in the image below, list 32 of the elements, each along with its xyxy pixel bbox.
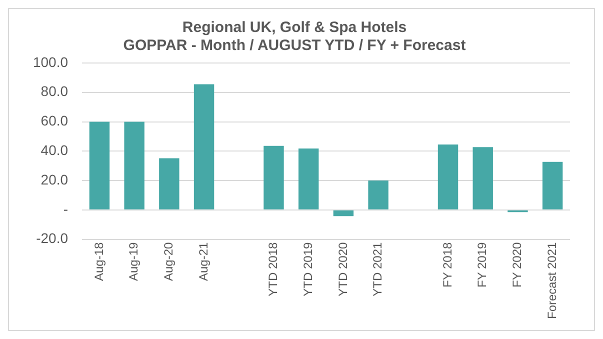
x-tick-label: FY 2018 xyxy=(440,242,454,288)
y-tick-label: 60.0 xyxy=(40,112,68,129)
x-tick-label: FY 2020 xyxy=(510,242,524,288)
bar xyxy=(438,144,458,210)
bar xyxy=(159,158,180,210)
bar xyxy=(89,122,110,210)
x-tick-label: Aug-19 xyxy=(126,242,141,281)
chart-subtitle: GOPPAR - Month / AUGUST YTD / FY + Forecast xyxy=(123,37,466,54)
bar xyxy=(194,84,214,210)
bar xyxy=(472,147,493,210)
x-tick-label: YTD 2021 xyxy=(370,242,385,296)
x-tick-label: Aug-18 xyxy=(92,242,106,281)
y-tick-label: 80.0 xyxy=(40,83,68,100)
y-tick-label: -20.0 xyxy=(36,230,68,246)
x-tick-label: YTD 2019 xyxy=(300,242,315,296)
x-tick-label: Forecast 2021 xyxy=(544,242,559,320)
y-tick-label: - xyxy=(63,200,68,217)
bar xyxy=(368,180,388,210)
bar xyxy=(298,148,319,210)
x-tick-label: YTD 2018 xyxy=(266,242,280,296)
y-tick-label: 40.0 xyxy=(40,142,68,158)
y-tick-label: 100.0 xyxy=(32,54,68,70)
x-tick-label: FY 2019 xyxy=(475,242,490,288)
bar xyxy=(124,122,144,210)
chart-title: Regional UK, Golf & Spa Hotels xyxy=(182,19,407,36)
y-tick-label: 20.0 xyxy=(40,171,68,188)
x-tick-label: Aug-20 xyxy=(161,242,176,281)
bar xyxy=(333,210,354,216)
x-tick-label: YTD 2020 xyxy=(336,242,350,296)
bar xyxy=(264,146,284,210)
bar xyxy=(542,162,563,210)
x-tick-label: Aug-21 xyxy=(196,242,210,281)
